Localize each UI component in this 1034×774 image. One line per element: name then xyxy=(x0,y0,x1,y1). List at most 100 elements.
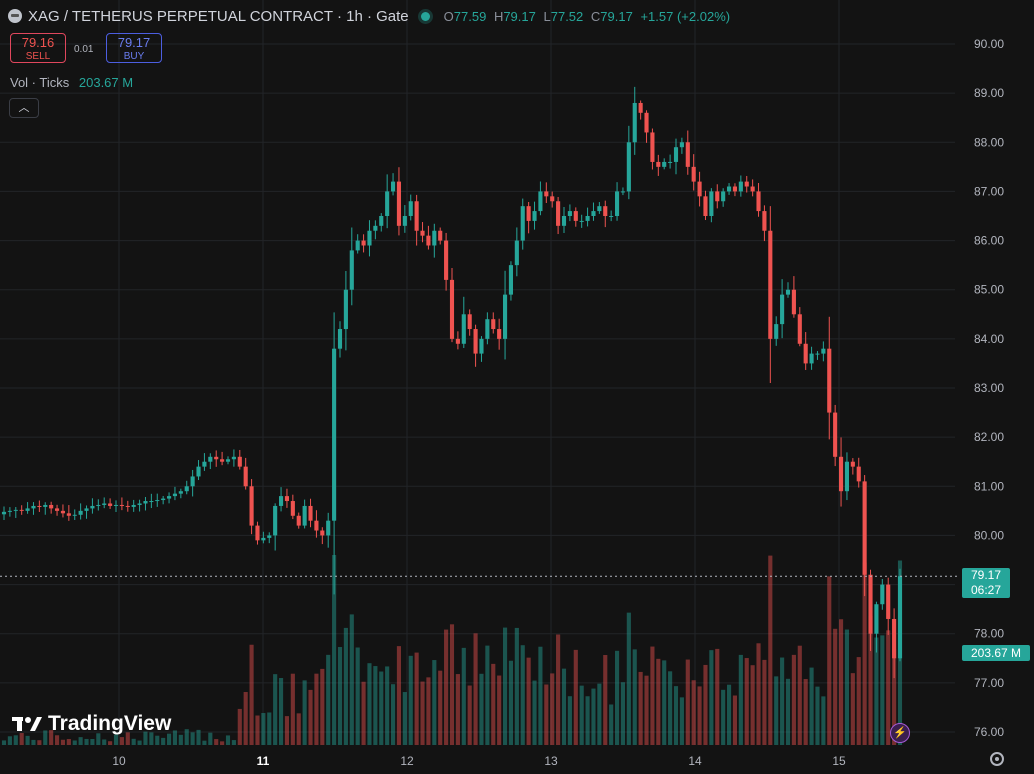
spread-value: 0.01 xyxy=(74,44,94,55)
volume-bar xyxy=(532,680,537,745)
volume-bar xyxy=(880,635,885,745)
candle-body xyxy=(632,102,637,143)
candle-body xyxy=(426,235,431,246)
candle-body xyxy=(249,486,254,526)
volume-bar xyxy=(892,649,897,745)
volume-bar xyxy=(7,736,12,745)
price-tick-label: 81.00 xyxy=(974,479,1004,493)
sell-price: 79.16 xyxy=(21,35,55,50)
high-value: 79.17 xyxy=(503,8,536,24)
volume-bar xyxy=(809,667,814,745)
volume-bar xyxy=(868,615,873,745)
candle-body xyxy=(502,294,508,339)
candle-body xyxy=(497,329,502,339)
lightning-icon[interactable]: ⚡ xyxy=(890,723,910,743)
candle-body xyxy=(13,509,18,511)
candle-body xyxy=(550,196,555,202)
candle-body xyxy=(84,508,89,511)
volume-bar xyxy=(125,732,130,745)
candle-body xyxy=(691,166,696,182)
volume-bar xyxy=(72,740,77,745)
time-tick-label: 10 xyxy=(112,754,126,768)
volume-bar xyxy=(461,647,466,745)
candle-body xyxy=(420,230,425,236)
volume-bar xyxy=(54,735,60,745)
volume-bar xyxy=(396,646,402,745)
candle-body xyxy=(326,520,331,536)
volume-bar xyxy=(37,740,42,745)
candle-body xyxy=(220,459,225,462)
candle-body xyxy=(833,412,838,457)
candle-body xyxy=(343,289,348,330)
volume-bar xyxy=(202,740,207,745)
candle-body xyxy=(119,504,124,506)
candle-body xyxy=(791,289,796,315)
volume-bar xyxy=(161,737,166,745)
candle-body xyxy=(721,191,726,202)
volume-bar xyxy=(449,624,455,745)
candle-body xyxy=(532,211,537,221)
volume-bar xyxy=(738,654,743,745)
volume-bars xyxy=(1,555,903,745)
volume-bar xyxy=(650,646,655,745)
candle-body xyxy=(113,504,119,506)
volume-bar xyxy=(567,696,572,745)
low-label: L xyxy=(543,8,551,24)
candle-body xyxy=(838,456,844,492)
volume-bar xyxy=(709,650,714,745)
volume-bar xyxy=(579,685,584,745)
volume-bar xyxy=(166,733,172,745)
volume-bar xyxy=(119,737,124,745)
change-value: +1.57 (+2.02%) xyxy=(640,8,731,24)
volume-bar xyxy=(66,739,71,745)
candle-body xyxy=(626,142,631,192)
candle-body xyxy=(261,537,266,541)
price-tick-label: 90.00 xyxy=(974,37,1004,51)
volume-bar xyxy=(243,692,248,745)
volume-bar xyxy=(108,741,113,745)
candle-body xyxy=(809,353,814,364)
volume-bar xyxy=(249,644,254,745)
live-status-icon xyxy=(420,11,430,21)
candle-body xyxy=(697,181,702,197)
candle-body xyxy=(850,461,855,467)
candle-body xyxy=(231,456,236,460)
volume-bar xyxy=(13,735,18,745)
candle-body xyxy=(49,504,54,509)
gear-icon[interactable] xyxy=(990,752,1004,766)
candle-body xyxy=(479,338,484,354)
volume-bar xyxy=(673,686,679,745)
volume-bar xyxy=(668,671,673,745)
chevron-up-icon[interactable]: ︿ xyxy=(9,98,39,118)
candle-body xyxy=(296,515,301,526)
candle-body xyxy=(679,142,684,148)
candle-body xyxy=(744,181,749,187)
buy-button[interactable]: 79.17 BUY xyxy=(106,33,162,63)
volume-bar xyxy=(561,668,567,745)
candle-body xyxy=(237,456,242,467)
volume-bar xyxy=(850,673,855,745)
volume-bar xyxy=(726,684,732,745)
open-label: O xyxy=(443,8,454,24)
candle-body xyxy=(78,510,83,515)
volume-bar xyxy=(497,675,502,745)
candle-body xyxy=(155,500,160,502)
candle-body xyxy=(208,456,213,462)
candle-body xyxy=(709,191,714,216)
candle-body xyxy=(166,496,172,499)
volume-bar xyxy=(78,737,83,745)
tradingview-logo[interactable]: TradingView xyxy=(12,712,171,736)
candle-body xyxy=(561,216,567,226)
sell-button[interactable]: 79.16 SELL xyxy=(10,33,66,63)
volume-bar xyxy=(190,732,195,745)
symbol-icon[interactable] xyxy=(8,9,22,23)
symbol-title[interactable]: XAG / TETHERUS PERPETUAL CONTRACT · 1h ·… xyxy=(28,7,409,25)
candle-body xyxy=(573,211,578,221)
volume-legend[interactable]: Vol · Ticks 203.67 M xyxy=(10,75,133,90)
ohlc-readout: O77.59 H79.17 L77.52 C79.17 +1.57 (+2.02… xyxy=(440,9,730,24)
volume-bar xyxy=(155,735,160,745)
volume-bar xyxy=(19,733,24,745)
candle-body xyxy=(455,338,460,344)
volume-bar xyxy=(756,643,761,745)
